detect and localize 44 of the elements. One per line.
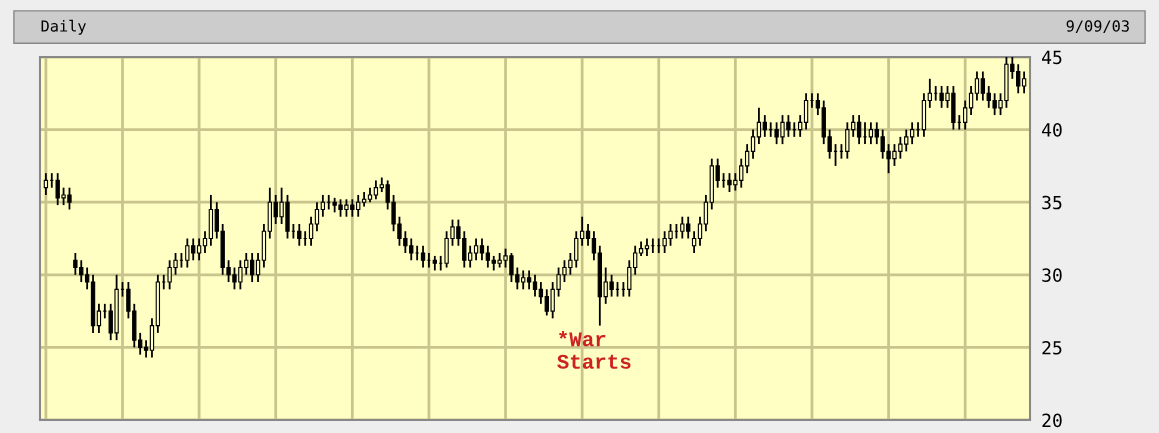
candlestick <box>856 114 862 146</box>
candlestick <box>314 201 320 233</box>
candlestick <box>202 230 208 254</box>
y-tick-label: 30 <box>1042 268 1062 282</box>
candlestick <box>43 172 49 196</box>
candlestick <box>862 121 868 146</box>
candlestick <box>691 230 697 254</box>
candlestick <box>756 106 762 146</box>
candlestick <box>697 215 703 247</box>
candlestick <box>308 215 314 247</box>
candlestick <box>1021 70 1027 95</box>
chart-title: Daily <box>41 19 86 35</box>
candlestick <box>803 92 809 131</box>
candlestick <box>143 339 149 359</box>
candlestick <box>974 70 980 102</box>
y-tick-label: 25 <box>1042 340 1062 355</box>
candlestick <box>526 269 532 291</box>
y-tick-label: 35 <box>1042 195 1062 210</box>
candlestick <box>868 121 874 146</box>
candlestick <box>373 179 379 201</box>
candlestick <box>255 252 261 283</box>
candlestick <box>196 237 202 262</box>
candlestick <box>762 114 767 138</box>
y-tick-label: 20 <box>1042 413 1062 428</box>
candlestick <box>927 77 932 109</box>
candlestick <box>591 230 597 262</box>
candlestick <box>703 194 709 233</box>
candlestick <box>473 237 479 262</box>
candlestick <box>532 273 538 298</box>
candlestick <box>750 128 756 160</box>
candlestick <box>963 99 968 131</box>
y-tick-label: 45 <box>1042 50 1062 65</box>
annotation: *War Starts <box>557 331 631 369</box>
candlestick <box>320 194 326 218</box>
candlestick <box>798 114 803 138</box>
text: 9/09/03 <box>1066 20 1129 33</box>
candlestick <box>420 244 426 269</box>
candlestick <box>479 237 485 262</box>
candlestick <box>968 85 974 116</box>
candlestick <box>96 302 102 334</box>
candlestick <box>297 223 302 247</box>
y-tick-label: 40 <box>1042 123 1062 137</box>
candlestick <box>585 223 591 247</box>
candlestick <box>538 281 544 305</box>
